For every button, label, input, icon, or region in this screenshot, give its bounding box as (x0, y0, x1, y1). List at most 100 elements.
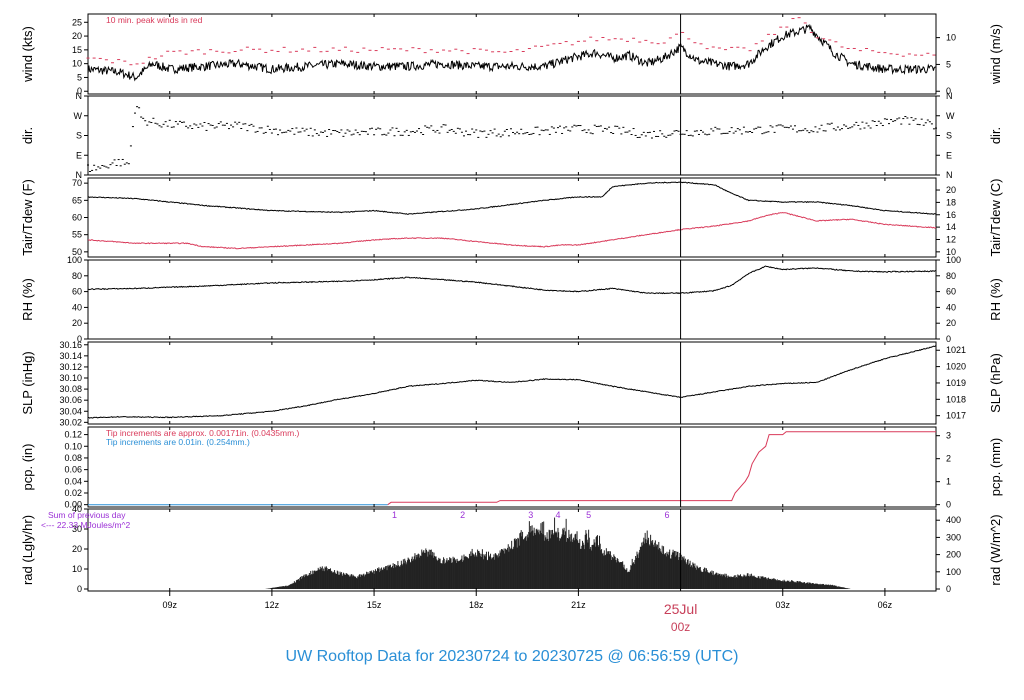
ytick-right-label-pcp: 0 (946, 500, 951, 510)
ylabel-right-wind: wind (m/s) (988, 24, 1003, 85)
ytick-label-slp: 30.06 (59, 395, 82, 405)
ytick-right-label-dir: S (946, 131, 952, 141)
rad-marker-label: 2 (460, 510, 465, 520)
ytick-right-label-temp: 16 (946, 210, 956, 220)
xtick-label: 03z (775, 600, 790, 610)
ytick-label-pcp: 0.00 (64, 500, 82, 510)
ylabel-right-temp: Tair/Tdew (C) (988, 178, 1003, 256)
ytick-right-label-temp: 18 (946, 197, 956, 207)
ytick-right-label-wind: 10 (946, 33, 956, 43)
ylabel-right-rh: RH (%) (988, 278, 1003, 321)
ytick-label-pcp: 0.06 (64, 465, 82, 475)
ytick-label-temp: 50 (72, 247, 82, 257)
ylabel-rad: rad (Lgly/hr) (20, 515, 35, 585)
ytick-label-dir: S (76, 131, 82, 141)
ytick-label-pcp: 0.12 (64, 430, 82, 440)
ytick-label-pcp: 0.10 (64, 441, 82, 451)
panel-frame-pcp (87, 426, 937, 508)
ytick-right-label-temp: 12 (946, 234, 956, 244)
ylabel-right-dir: dir. (988, 127, 1003, 144)
ytick-right-label-temp: 14 (946, 222, 956, 232)
ytick-label-wind: 25 (72, 17, 82, 27)
ylabel-dir: dir. (20, 127, 35, 144)
panel-frame-rad (87, 508, 937, 592)
ytick-label-temp: 60 (72, 213, 82, 223)
rh-series-0 (87, 265, 937, 295)
ytick-right-label-rh: 80 (946, 271, 956, 281)
ytick-right-label-temp: 20 (946, 185, 956, 195)
ytick-label-slp: 30.16 (59, 340, 82, 350)
ytick-right-label-pcp: 2 (946, 454, 951, 464)
panel-frame-wind (87, 13, 937, 95)
ytick-right-label-pcp: 1 (946, 477, 951, 487)
ytick-label-rad: 0 (77, 584, 82, 594)
ytick-label-dir: W (74, 111, 83, 121)
ytick-right-label-dir: N (946, 170, 953, 180)
wind-series-0 (87, 23, 937, 82)
pcp-annotation-2: Tip increments are 0.01in. (0.254mm.) (106, 437, 250, 447)
ytick-label-pcp: 0.08 (64, 453, 82, 463)
ytick-label-rh: 100 (67, 255, 82, 265)
ylabel-slp: SLP (inHg) (20, 351, 35, 414)
chart-footer-title: UW Rooftop Data for 20230724 to 20230725… (285, 648, 739, 665)
ytick-label-dir: N (76, 91, 83, 101)
rad-annotation: Sum of previous day (48, 510, 126, 520)
ytick-label-rad: 20 (72, 544, 82, 554)
ytick-right-label-rad: 300 (946, 532, 961, 542)
ytick-right-label-rad: 100 (946, 567, 961, 577)
ytick-right-label-rh: 20 (946, 318, 956, 328)
rad-marker-label: 3 (528, 510, 533, 520)
xtick-label: 06z (878, 600, 893, 610)
ytick-label-dir: N (76, 170, 83, 180)
ytick-right-label-rh: 40 (946, 302, 956, 312)
ytick-label-rad: 30 (72, 524, 82, 534)
ytick-label-temp: 55 (72, 230, 82, 240)
xtick-label: 12z (265, 600, 280, 610)
ytick-right-label-rh: 100 (946, 255, 961, 265)
date-label: 25Jul (664, 601, 697, 617)
ytick-right-label-wind: 5 (946, 59, 951, 69)
pcp-series-1 (387, 431, 936, 506)
ylabel-right-rad: rad (W/m^2) (988, 514, 1003, 585)
slp-series-0 (88, 345, 937, 419)
ytick-label-slp: 30.04 (59, 406, 82, 416)
ytick-label-slp: 30.02 (59, 417, 82, 427)
ylabel-right-slp: SLP (hPa) (988, 353, 1003, 413)
ytick-label-slp: 30.08 (59, 384, 82, 394)
ytick-right-label-wind: 0 (946, 86, 951, 96)
ytick-label-dir: E (76, 150, 82, 160)
ylabel-right-pcp: pcp. (mm) (988, 438, 1003, 497)
xtick-label: 21z (571, 600, 586, 610)
ytick-label-rh: 60 (72, 287, 82, 297)
rad-marker-label: 4 (555, 510, 560, 520)
ytick-right-label-rad: 0 (946, 584, 951, 594)
temp-series-0 (87, 181, 937, 215)
ytick-label-pcp: 0.04 (64, 476, 82, 486)
ytick-label-temp: 65 (72, 195, 82, 205)
ytick-label-pcp: 0.02 (64, 488, 82, 498)
ytick-label-wind: 10 (72, 59, 82, 69)
ytick-label-rh: 40 (72, 302, 82, 312)
ytick-label-wind: 0 (77, 86, 82, 96)
ytick-label-rh: 0 (77, 334, 82, 344)
ytick-right-label-rad: 400 (946, 515, 961, 525)
ytick-label-slp: 30.10 (59, 373, 82, 383)
ytick-label-slp: 30.12 (59, 362, 82, 372)
xtick-label: 15z (367, 600, 382, 610)
ylabel-wind: wind (kts) (20, 26, 35, 83)
rad-annotation-2: <--- 22.33 MJoules/m^2 (41, 520, 131, 530)
xtick-label: 18z (469, 600, 484, 610)
ytick-label-rh: 80 (72, 271, 82, 281)
ytick-right-label-rh: 0 (946, 334, 951, 344)
panel-frame-dir (87, 95, 937, 176)
midnight-label: 00z (671, 620, 690, 634)
ytick-right-label-slp: 1018 (946, 394, 966, 404)
ytick-right-label-slp: 1017 (946, 411, 966, 421)
ytick-right-label-rh: 60 (946, 287, 956, 297)
pcp-annotation: Tip increments are approx. 0.00171in. (0… (106, 428, 300, 438)
ytick-label-temp: 70 (72, 178, 82, 188)
ytick-right-label-pcp: 3 (946, 431, 951, 441)
panel-frame-rh (87, 259, 937, 340)
ytick-right-label-temp: 10 (946, 247, 956, 257)
ylabel-temp: Tair/Tdew (F) (20, 179, 35, 256)
